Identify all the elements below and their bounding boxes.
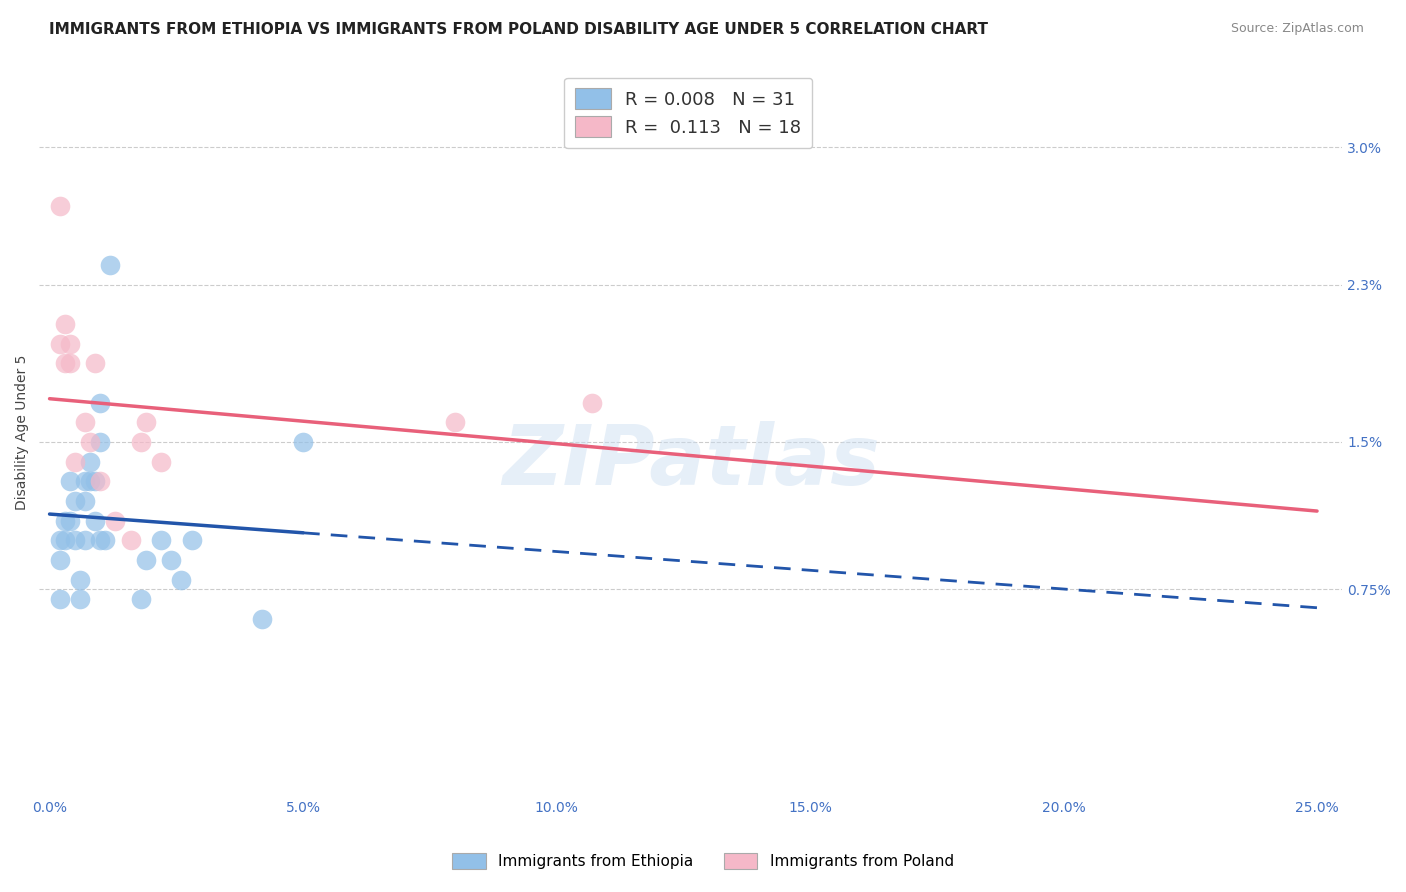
Legend: Immigrants from Ethiopia, Immigrants from Poland: Immigrants from Ethiopia, Immigrants fro… [446,847,960,875]
Point [48,199,70,213]
Point [89,395,111,409]
Text: ZIPatlas: ZIPatlas [502,421,880,501]
Text: Source: ZipAtlas.com: Source: ZipAtlas.com [1230,22,1364,36]
Point [94,533,117,548]
Point [89,434,111,449]
Point [53,356,76,370]
Point [79,434,101,449]
Point [59,356,82,370]
Point [53,514,76,528]
Point [73,494,96,508]
Text: IMMIGRANTS FROM ETHIOPIA VS IMMIGRANTS FROM POLAND DISABILITY AGE UNDER 5 CORREL: IMMIGRANTS FROM ETHIOPIA VS IMMIGRANTS F… [49,22,988,37]
Point [129,592,152,607]
Point [63,454,86,468]
Point [160,553,183,567]
Point [79,475,101,489]
Point [48,336,70,351]
Point [84,356,107,370]
Point [84,514,107,528]
Point [59,336,82,351]
Point [73,415,96,429]
Legend: R = 0.008   N = 31, R =  0.113   N = 18: R = 0.008 N = 31, R = 0.113 N = 18 [564,78,813,148]
Point [292,434,315,449]
Point [150,454,173,468]
Point [444,415,467,429]
Point [73,533,96,548]
Point [104,514,127,528]
Point [53,533,76,548]
Point [48,553,70,567]
Point [89,533,111,548]
Point [59,514,82,528]
Point [53,317,76,331]
Point [120,533,142,548]
Point [69,592,91,607]
Point [180,533,202,548]
Point [48,592,70,607]
Point [69,573,91,587]
Point [89,475,111,489]
Point [59,475,82,489]
Point [150,533,173,548]
Point [581,395,603,409]
Point [129,434,152,449]
Point [63,533,86,548]
Point [63,494,86,508]
Y-axis label: Disability Age Under 5: Disability Age Under 5 [15,354,30,510]
Point [170,573,193,587]
Point [79,454,101,468]
Point [48,533,70,548]
Point [135,553,157,567]
Point [252,612,274,626]
Point [135,415,157,429]
Point [84,475,107,489]
Point [73,475,96,489]
Point [100,258,122,272]
